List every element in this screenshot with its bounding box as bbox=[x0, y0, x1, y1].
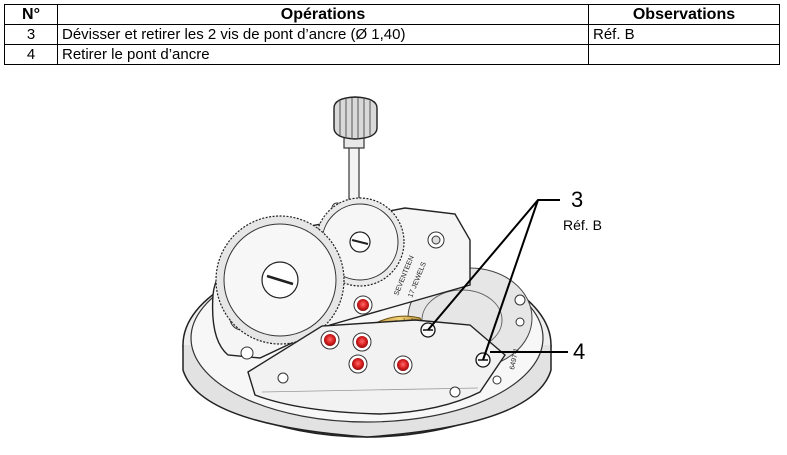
row-observation bbox=[588, 44, 780, 65]
pallet-bridge-screw bbox=[475, 352, 491, 368]
crown-wheel bbox=[315, 197, 405, 287]
svg-text:17 JEWELS: 17 JEWELS bbox=[407, 261, 428, 299]
engraving: SEVENTEEN 17 JEWELS bbox=[393, 255, 428, 299]
pallet-bridge bbox=[247, 319, 506, 415]
crown bbox=[333, 96, 378, 216]
balance-wheel bbox=[371, 315, 429, 339]
callout-3-ref: Réf. B bbox=[563, 217, 602, 233]
leader-lines bbox=[427, 199, 568, 361]
table-row: 3 Dévisser et retirer les 2 vis de pont … bbox=[4, 24, 780, 45]
row-operation: Dévisser et retirer les 2 vis de pont d’… bbox=[57, 24, 589, 45]
pallet-bridge-screw bbox=[420, 322, 436, 338]
svg-text:SEVENTEEN: SEVENTEEN bbox=[393, 255, 415, 297]
operations-table: N° Opérations Observations 3 Dévisser et… bbox=[4, 4, 780, 65]
part-number: 6497-1 bbox=[509, 348, 520, 371]
header-observations: Observations bbox=[588, 4, 780, 25]
callout-3-label: 3 bbox=[571, 187, 584, 212]
row-operation: Retirer le pont d’ancre bbox=[57, 44, 589, 65]
table-row: 4 Retirer le pont d’ancre bbox=[4, 44, 780, 65]
row-num: 4 bbox=[4, 44, 58, 65]
header-operations: Opérations bbox=[57, 4, 589, 25]
upper-bridge bbox=[211, 202, 471, 360]
jewels bbox=[320, 295, 413, 375]
row-num: 3 bbox=[4, 24, 58, 45]
callout-4-label: 4 bbox=[573, 339, 586, 364]
ratchet-wheel bbox=[215, 215, 345, 345]
row-observation: Réf. B bbox=[588, 24, 780, 45]
table-header-row: N° Opérations Observations bbox=[4, 4, 780, 25]
header-num: N° bbox=[4, 4, 58, 25]
movement-body bbox=[182, 252, 552, 438]
